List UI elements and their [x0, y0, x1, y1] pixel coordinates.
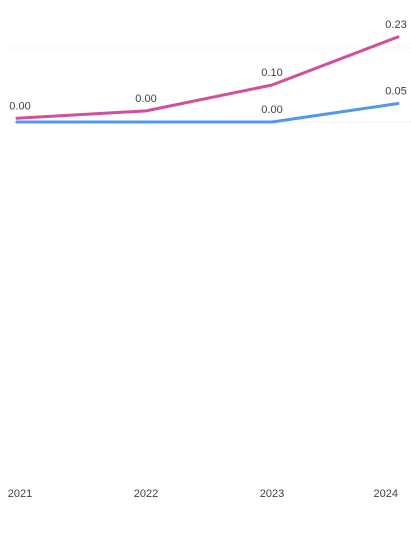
x-tick-label: 2023	[260, 488, 284, 500]
data-label: 0.05	[385, 86, 406, 98]
data-label: 0.23	[385, 19, 406, 31]
data-label: 0.00	[261, 104, 282, 116]
data-label: 0.10	[261, 67, 282, 79]
data-labels-layer: 0.00 0.00 0.10 0.23 0.00 0.05	[9, 19, 406, 116]
data-label: 0.00	[135, 93, 156, 105]
x-tick-label: 2021	[8, 488, 32, 500]
data-label: 0.00	[9, 100, 30, 112]
x-tick-label: 2022	[134, 488, 158, 500]
series-layer	[15, 35, 400, 124]
series-line-2	[15, 102, 400, 124]
x-axis: 2021 2022 2023 2024	[8, 488, 398, 500]
series-line-1	[15, 35, 400, 120]
x-tick-label: 2024	[374, 488, 398, 500]
